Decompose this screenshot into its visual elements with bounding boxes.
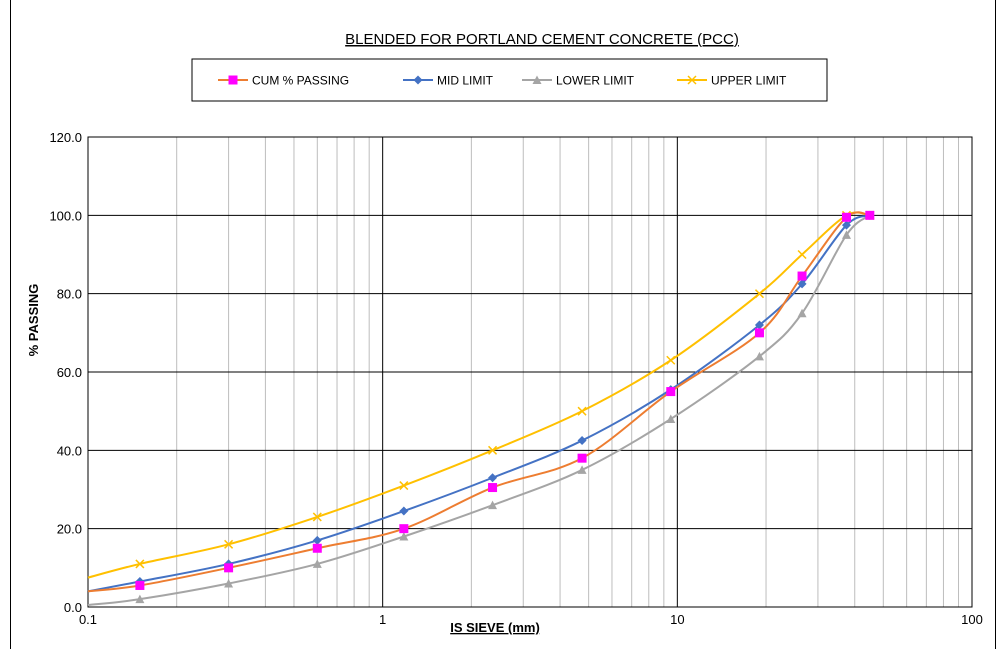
legend-label-lower-limit: LOWER LIMIT [556, 74, 635, 88]
series-lower-limit [88, 211, 874, 605]
legend-label-mid-limit: MID LIMIT [437, 74, 494, 88]
data-point-upper-limit [798, 251, 806, 259]
data-point-mid-limit [313, 536, 322, 545]
data-point-cum-passing [755, 328, 764, 337]
series-line-lower-limit [88, 215, 870, 605]
grid [88, 137, 972, 607]
x-tick-label: 1 [379, 612, 386, 627]
y-tick-label: 80.0 [57, 287, 82, 302]
series-line-cum-passing [88, 212, 870, 591]
data-point-cum-passing [399, 524, 408, 533]
x-tick-label: 100 [961, 612, 983, 627]
legend-label-upper-limit: UPPER LIMIT [711, 74, 787, 88]
data-point-cum-passing [313, 544, 322, 553]
series-mid-limit [88, 211, 874, 592]
y-axis-label: % PASSING [26, 284, 41, 357]
data-point-mid-limit [578, 436, 587, 445]
data-point-upper-limit [578, 407, 586, 415]
legend: CUM % PASSING MID LIMIT LOWER LIMIT UPPER L… [192, 59, 827, 101]
data-point-mid-limit [488, 473, 497, 482]
data-point-cum-passing [578, 454, 587, 463]
data-point-mid-limit [399, 507, 408, 516]
series-line-upper-limit [88, 212, 870, 577]
data-point-lower-limit [666, 415, 675, 424]
data-point-cum-passing [135, 581, 144, 590]
series-layer [88, 211, 874, 605]
x-axis-label: IS SIEVE (mm) [450, 620, 540, 635]
data-point-lower-limit [578, 465, 587, 474]
series-cum-passing [88, 211, 874, 592]
data-point-cum-passing [488, 483, 497, 492]
data-point-upper-limit [667, 356, 675, 364]
data-point-cum-passing [842, 213, 851, 222]
data-point-cum-passing [798, 272, 807, 281]
x-tick-label: 0.1 [79, 612, 97, 627]
data-point-cum-passing [865, 211, 874, 220]
y-tick-label: 60.0 [57, 365, 82, 380]
legend-label-cum-passing: CUM % PASSING [252, 74, 349, 88]
y-tick-label: 120.0 [49, 130, 82, 145]
data-point-cum-passing [224, 563, 233, 572]
y-tick-label: 20.0 [57, 522, 82, 537]
chart-title: BLENDED FOR PORTLAND CEMENT CONCRETE (PC… [345, 31, 739, 48]
y-tick-label: 40.0 [57, 443, 82, 458]
legend-marker-cum-passing [229, 76, 238, 85]
series-line-mid-limit [88, 215, 870, 591]
y-tick-label: 100.0 [49, 208, 82, 223]
series-upper-limit [88, 211, 874, 577]
data-point-cum-passing [666, 387, 675, 396]
x-tick-label: 10 [670, 612, 684, 627]
